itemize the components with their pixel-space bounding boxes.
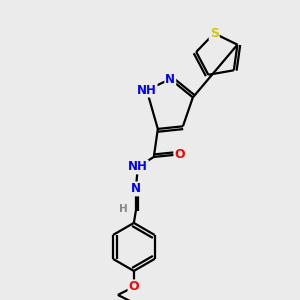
Text: NH: NH <box>137 84 157 97</box>
Text: O: O <box>128 280 139 293</box>
Text: S: S <box>210 27 219 40</box>
Text: NH: NH <box>128 160 148 173</box>
Text: N: N <box>131 182 141 195</box>
Text: H: H <box>119 204 128 214</box>
Text: N: N <box>165 73 175 85</box>
Text: O: O <box>175 148 185 161</box>
